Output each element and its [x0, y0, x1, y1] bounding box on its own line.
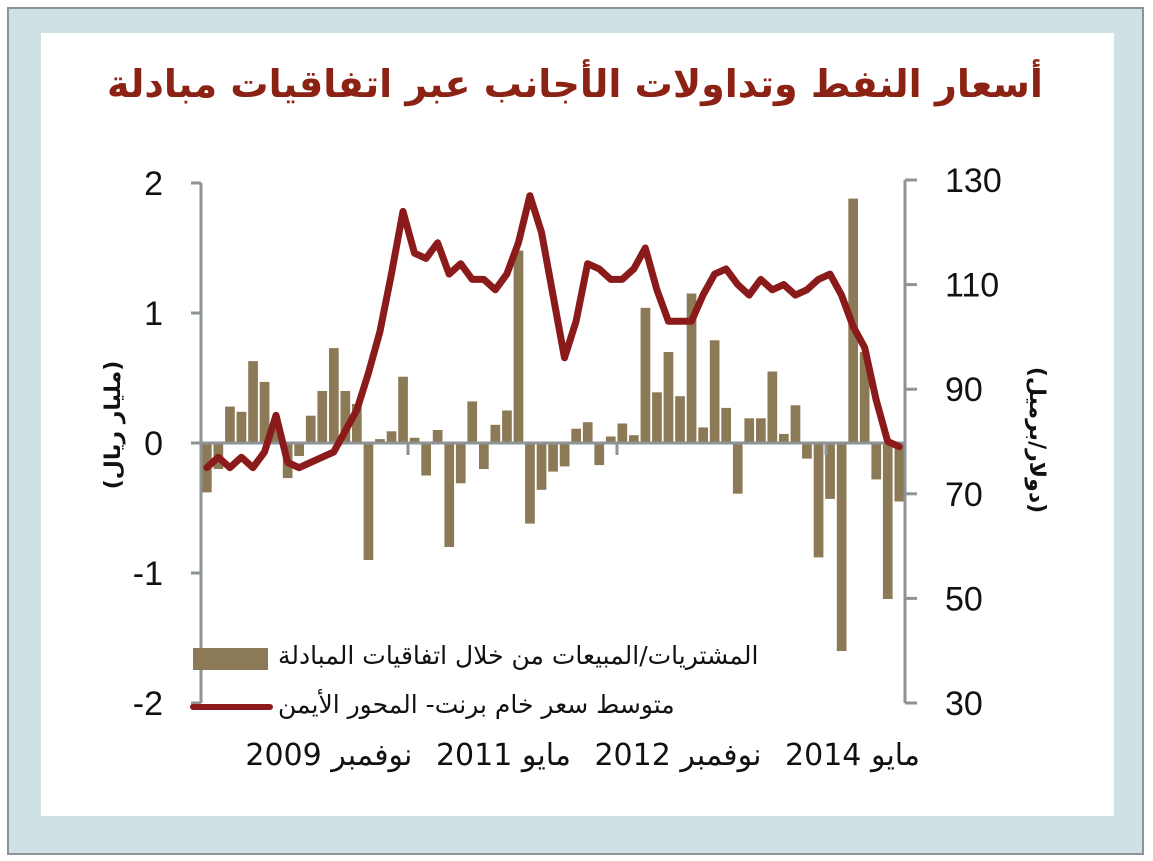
bar: [836, 443, 847, 651]
bar: [744, 418, 755, 443]
right-axis-title: (دولار/برميل): [1024, 367, 1049, 513]
bar: [525, 443, 535, 524]
x-label-nov-2012: نوفمبر 2012: [594, 738, 762, 773]
bar: [640, 307, 651, 443]
chart-panel: [41, 33, 1114, 816]
right-tick-label: 50: [945, 580, 983, 618]
bar: [271, 419, 281, 443]
bar: [363, 443, 374, 560]
bar: [352, 404, 362, 443]
bar: [317, 391, 328, 443]
bar: [305, 415, 316, 443]
bar: [663, 352, 674, 443]
x-label-nov-2009: نوفمبر 2009: [245, 738, 413, 773]
legend-line-label: متوسط سعر خام برنت- المحور الأيمن: [278, 690, 675, 719]
bar: [767, 371, 778, 443]
left-axis-title: (مليار ريال): [101, 361, 126, 490]
bar: [444, 443, 455, 547]
bar: [236, 411, 247, 443]
right-tick-label: 70: [945, 476, 983, 514]
brent-price-line: [203, 192, 903, 472]
bar: [248, 361, 258, 443]
bar: [582, 422, 593, 443]
bar: [675, 396, 685, 443]
bar: [605, 436, 616, 443]
bar: [882, 443, 893, 599]
left-tick-label: 0: [144, 425, 163, 463]
bar: [559, 443, 570, 467]
right-tick-label: 130: [945, 162, 1002, 200]
bar: [859, 352, 870, 443]
bar: [432, 430, 443, 443]
bar: [698, 427, 708, 443]
bar: [629, 435, 639, 443]
bar: [329, 348, 339, 443]
bar: [594, 443, 605, 466]
bar: [571, 428, 581, 443]
bar: [259, 381, 270, 443]
bar: [548, 443, 558, 472]
bar: [340, 391, 351, 443]
bar: [790, 405, 801, 443]
x-label-may-2011: مايو 2011: [435, 738, 571, 773]
left-tick-label: 1: [144, 295, 163, 333]
bar: [732, 443, 743, 494]
right-tick-label: 110: [945, 267, 999, 305]
bar: [513, 250, 524, 443]
bar: [398, 376, 408, 443]
right-tick-label: 30: [945, 685, 983, 723]
bar: [490, 424, 501, 443]
x-axis-labels: مايو 2014 نوفمبر 2012 مايو 2011 نوفمبر 2…: [100, 738, 920, 773]
bar: [455, 443, 466, 484]
bar: [502, 410, 512, 443]
bar: [225, 406, 235, 443]
left-tick-label: 2: [144, 165, 163, 203]
x-label-may-2014: مايو 2014: [785, 738, 920, 773]
bar: [721, 407, 731, 443]
chart-title: أسعار النفط وتداولات الأجانب عبر اتفاقيا…: [107, 62, 1043, 106]
bar: [709, 340, 720, 443]
bar: [617, 423, 628, 443]
bar: [479, 443, 489, 469]
bar: [779, 433, 789, 443]
bar: [386, 431, 397, 443]
bar: [375, 439, 385, 443]
right-tick-label: 90: [945, 371, 983, 409]
bar: [421, 443, 431, 476]
bar: [813, 443, 824, 558]
left-tick-label: -1: [133, 555, 163, 593]
bar: [536, 443, 547, 490]
legend-bars-label: المشتريات/المبيعات من خلال اتفاقيات المب…: [278, 641, 759, 670]
bar: [756, 418, 766, 443]
bar: [802, 443, 812, 459]
legend-bar-swatch: [193, 648, 268, 670]
bar: [294, 443, 304, 456]
bar: [652, 392, 662, 443]
bar: [894, 443, 905, 502]
bar: [686, 293, 697, 443]
bar: [825, 443, 835, 499]
left-tick-label: -2: [133, 685, 163, 723]
bar: [409, 437, 420, 443]
bar: [871, 443, 882, 480]
bar: [467, 401, 478, 443]
